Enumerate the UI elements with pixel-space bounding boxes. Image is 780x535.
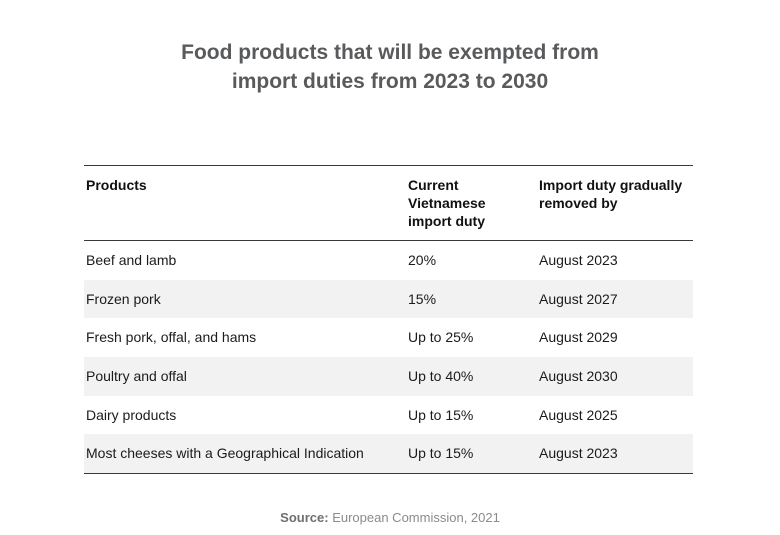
cell-current-duty: Up to 40% xyxy=(408,367,474,384)
cell-removed-by: August 2029 xyxy=(539,329,618,346)
table-row: Beef and lamb 20% August 2023 xyxy=(84,241,693,280)
table-body: Beef and lamb 20% August 2023 Frozen pork 15… xyxy=(84,241,693,474)
cell-removed-by: August 2030 xyxy=(539,367,618,384)
cell-product: Most cheeses with a Geographical Indicat… xyxy=(86,445,364,462)
column-header-products: Products xyxy=(86,177,147,193)
cell-current-duty: Up to 25% xyxy=(408,329,474,346)
cell-current-duty: Up to 15% xyxy=(408,445,474,462)
cell-product: Beef and lamb xyxy=(86,251,177,268)
data-table: Products Current Vietnamese import duty … xyxy=(84,165,693,475)
cell-product: Poultry and offal xyxy=(86,367,187,384)
chart-title: Food products that will be exempted from… xyxy=(181,41,599,93)
cell-current-duty: Up to 15% xyxy=(408,406,474,423)
table-header-row: Products Current Vietnamese import duty … xyxy=(84,166,693,241)
cell-current-duty: 15% xyxy=(408,290,437,307)
column-header-current-duty: Current Vietnamese import duty xyxy=(408,177,486,229)
table-row: Poultry and offal Up to 40% August 2030 xyxy=(84,357,693,396)
cell-removed-by: August 2025 xyxy=(539,406,618,423)
cell-product: Fresh pork, offal, and hams xyxy=(86,329,257,346)
cell-removed-by: August 2023 xyxy=(539,445,618,462)
infographic-page: Food products that will be exempted from… xyxy=(0,38,780,535)
table-row: Most cheeses with a Geographical Indicat… xyxy=(84,434,693,474)
source-label: Source: xyxy=(280,510,329,525)
column-header-removed-by: Import duty gradually removed by xyxy=(539,177,683,211)
cell-product: Frozen pork xyxy=(86,290,161,307)
cell-product: Dairy products xyxy=(86,406,177,423)
cell-removed-by: August 2027 xyxy=(539,290,618,307)
table-row: Dairy products Up to 15% August 2025 xyxy=(84,396,693,435)
source-line: Source: European Commission, 2021 xyxy=(0,510,780,525)
table-row: Frozen pork 15% August 2027 xyxy=(84,279,693,319)
table-row: Fresh pork, offal, and hams Up to 25% Augu… xyxy=(84,318,693,357)
cell-current-duty: 20% xyxy=(408,251,437,268)
source-text: European Commission, 2021 xyxy=(332,510,500,525)
cell-removed-by: August 2023 xyxy=(539,251,618,268)
